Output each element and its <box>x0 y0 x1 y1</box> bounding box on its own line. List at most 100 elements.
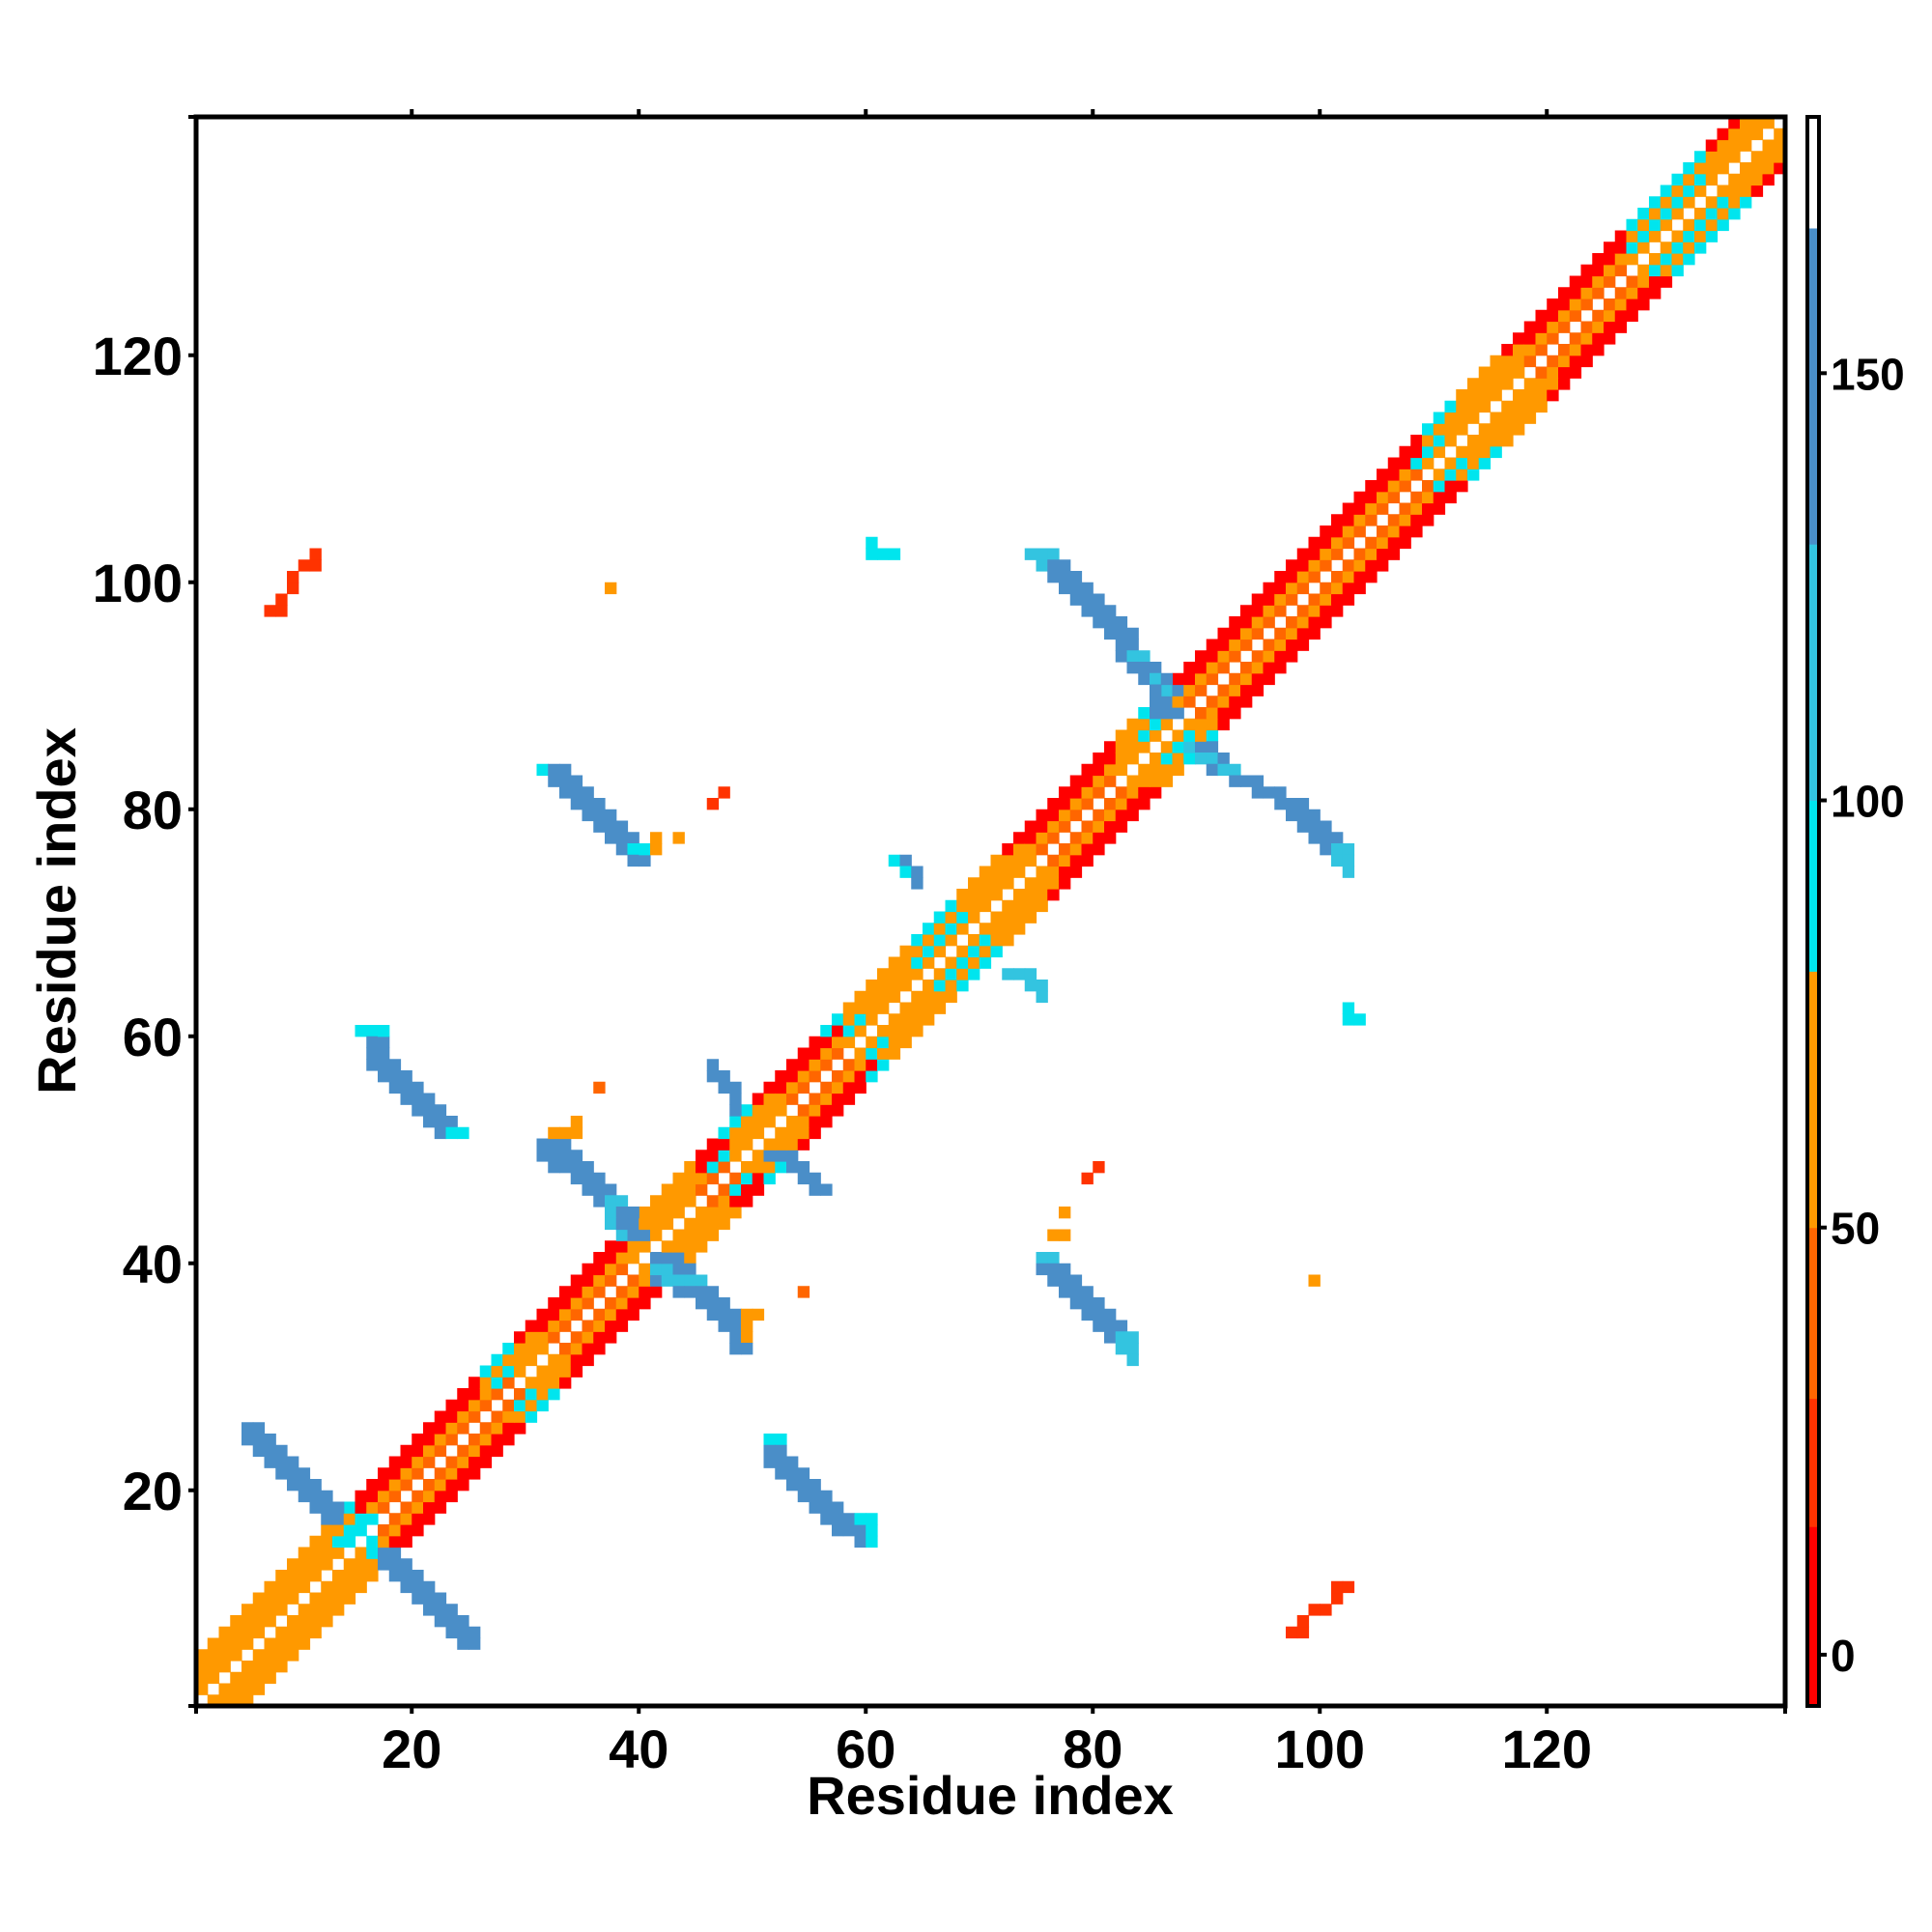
heatmap-cell <box>242 1615 254 1628</box>
heatmap-cell <box>1104 605 1117 617</box>
heatmap-cell <box>1150 729 1162 742</box>
heatmap-cell <box>1138 650 1151 663</box>
heatmap-cell <box>1331 514 1344 526</box>
heatmap-cell <box>1036 832 1048 844</box>
heatmap-cell <box>548 1320 560 1332</box>
heatmap-cell <box>797 1467 810 1480</box>
heatmap-cell <box>650 1217 663 1231</box>
heatmap-cell <box>321 1524 333 1537</box>
heatmap-cell <box>1138 786 1151 799</box>
heatmap-cell <box>627 854 639 867</box>
heatmap-cell <box>1558 378 1571 390</box>
heatmap-cell <box>593 798 606 810</box>
heatmap-cell <box>434 1410 447 1423</box>
heatmap-cell <box>1501 423 1514 436</box>
heatmap-cell <box>1535 400 1548 413</box>
heatmap-cell <box>1206 763 1219 777</box>
heatmap-cell <box>1444 435 1457 447</box>
heatmap-cell <box>1296 639 1310 651</box>
heatmap-cell <box>252 1444 266 1458</box>
heatmap-cell <box>1308 548 1321 560</box>
heatmap-cell <box>1569 309 1582 323</box>
heatmap-cell <box>321 1535 333 1548</box>
heatmap-cell <box>1478 400 1492 413</box>
heatmap-cell <box>570 1297 583 1310</box>
heatmap-cell <box>434 1104 447 1117</box>
heatmap-cell <box>1649 264 1662 277</box>
heatmap-cell <box>548 1161 560 1174</box>
heatmap-cell <box>1126 650 1139 663</box>
heatmap-cell <box>854 1535 867 1548</box>
heatmap-cell <box>525 1353 538 1367</box>
heatmap-cell <box>672 1252 685 1264</box>
heatmap-cell <box>355 1513 367 1525</box>
heatmap-cell <box>1467 389 1480 402</box>
heatmap-cell <box>445 1604 458 1616</box>
heatmap-cell <box>1342 559 1355 572</box>
heatmap-cell <box>1547 298 1559 311</box>
heatmap-cell <box>1217 627 1230 640</box>
heatmap-cell <box>1478 445 1492 459</box>
heatmap-cell <box>1093 820 1105 833</box>
heatmap-cell <box>275 1626 288 1639</box>
heatmap-cell <box>820 1025 833 1037</box>
heatmap-cell <box>832 1093 844 1105</box>
heatmap-cell <box>1331 536 1344 550</box>
heatmap-cell <box>752 1093 765 1105</box>
heatmap-cell <box>627 832 639 844</box>
heatmap-cell <box>1513 400 1525 413</box>
heatmap-cell <box>1002 854 1014 867</box>
heatmap-cell <box>400 1467 412 1480</box>
heatmap-cell <box>1274 571 1287 583</box>
heatmap-cell <box>593 1274 606 1287</box>
heatmap-cell <box>741 1126 753 1140</box>
x-tick-labels: 20 40 60 80 100 120 <box>382 1719 1592 1779</box>
heatmap-cell <box>593 1195 606 1208</box>
heatmap-cell <box>1717 185 1729 197</box>
heatmap-cell <box>298 1626 311 1639</box>
heatmap-cell <box>605 1195 617 1208</box>
heatmap-cell <box>1047 820 1060 833</box>
heatmap-cell <box>1251 616 1264 629</box>
heatmap-cell <box>548 775 560 787</box>
heatmap-cell <box>1059 571 1071 583</box>
heatmap-cell <box>412 1444 424 1458</box>
heatmap-cell <box>1387 536 1401 550</box>
heatmap-cell <box>400 1479 412 1492</box>
heatmap-cell <box>672 1286 685 1298</box>
heatmap-cell <box>1206 718 1219 731</box>
heatmap-cell <box>696 1274 708 1287</box>
heatmap-cell <box>842 1013 856 1026</box>
heatmap-cell <box>1160 775 1174 787</box>
colorbar-band <box>1807 117 1819 229</box>
heatmap-cell <box>650 1274 663 1287</box>
heatmap-cell <box>1342 582 1355 595</box>
heatmap-cell <box>491 1388 503 1401</box>
heatmap-cell <box>729 1081 742 1094</box>
heatmap-cell <box>1195 729 1208 742</box>
heatmap-cell <box>1013 899 1026 913</box>
heatmap-cell <box>1069 809 1083 822</box>
heatmap-cell <box>1183 729 1196 742</box>
heatmap-cell <box>582 1297 594 1310</box>
heatmap-cell <box>1569 366 1582 379</box>
heatmap-cell <box>899 956 912 969</box>
heatmap-cell <box>1150 718 1162 731</box>
heatmap-cell <box>1059 1286 1071 1298</box>
heatmap-cell <box>242 1422 254 1435</box>
heatmap-cell <box>1444 469 1457 481</box>
heatmap-cell <box>1750 185 1764 197</box>
heatmap-cell <box>1705 173 1719 186</box>
heatmap-cell <box>400 1081 412 1094</box>
heatmap-cell <box>866 1524 878 1537</box>
heatmap-cell <box>775 1467 787 1480</box>
heatmap-cell <box>1433 412 1446 424</box>
heatmap-cell <box>445 1116 458 1128</box>
heatmap-cell <box>979 923 992 935</box>
heatmap-cell <box>706 1297 720 1310</box>
heatmap-cell <box>832 1104 844 1117</box>
heatmap-cell <box>866 1513 878 1525</box>
heatmap-cell <box>956 956 969 969</box>
heatmap-cell <box>423 1513 436 1525</box>
heatmap-cell <box>1728 117 1741 129</box>
